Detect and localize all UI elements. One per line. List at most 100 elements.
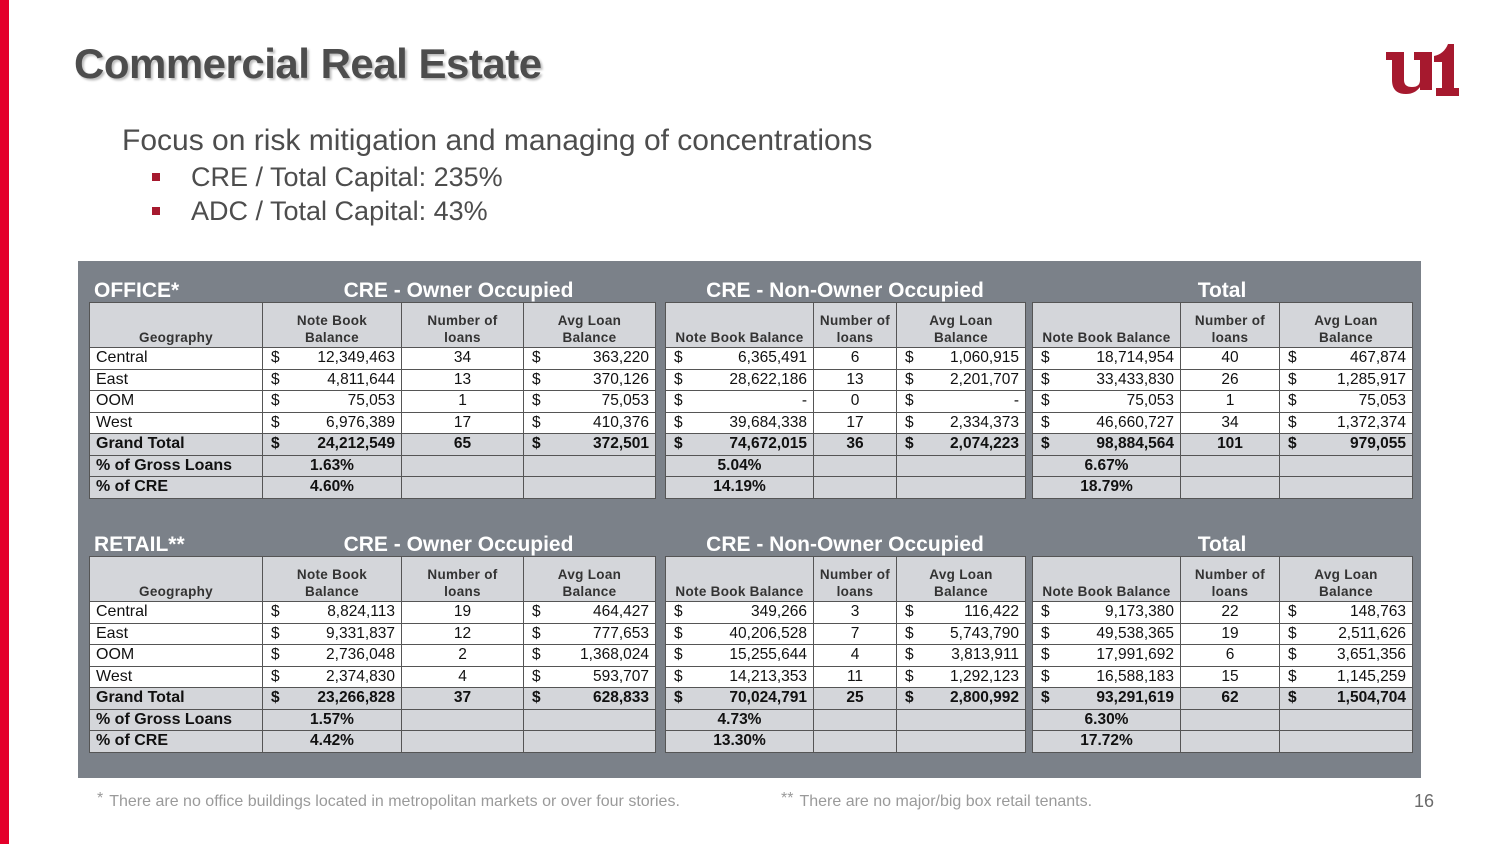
currency-symbol: $ (1041, 435, 1050, 453)
currency-symbol: $ (905, 435, 914, 453)
table-row: $75,053 1 $75,053 (1032, 390, 1413, 413)
percent-row: 18.79% (1032, 476, 1413, 499)
money-cell: $1,060,915 (903, 349, 1019, 367)
percent-value-cell: 4.60% (262, 476, 402, 499)
avg-loan-balance-cell: $777,653 (523, 622, 656, 645)
note-book-balance-cell: $33,433,830 (1032, 368, 1181, 391)
data-table-non_owner: Note Book Balance Number of loans Avg Loan… (665, 302, 1026, 499)
money-value: 93,291,619 (1096, 689, 1174, 707)
number-of-loans-cell: 62 (1180, 687, 1280, 710)
number-of-loans-cell: 6 (813, 347, 897, 370)
section-label: RETAIL** (94, 533, 185, 556)
data-table-owner: Geography Note Book Balance Number of loan… (89, 556, 656, 753)
table-row: $6,365,491 6 $1,060,915 (665, 347, 1026, 370)
empty-cell (1180, 476, 1280, 499)
number-of-loans-cell: 34 (1180, 411, 1280, 434)
group-title-total: Total (1197, 533, 1247, 556)
money-cell: $777,653 (530, 625, 649, 643)
number-of-loans-header: Number of loans (813, 556, 897, 602)
geography-cell: West (89, 665, 263, 688)
avg-loan-balance-cell: $467,874 (1279, 347, 1413, 370)
percent-row: % of Gross Loans 1.63% (89, 454, 656, 477)
geography-header: Geography (89, 302, 263, 348)
group-title-owner: CRE - Owner Occupied (343, 279, 574, 302)
money-value: 1,372,374 (1337, 413, 1406, 431)
note-book-balance-cell: $6,976,389 (262, 411, 402, 434)
money-value: 16,588,183 (1096, 667, 1174, 685)
percent-value-cell: 4.73% (665, 708, 814, 731)
currency-symbol: $ (1041, 413, 1050, 431)
group-title-non_owner: CRE - Non-Owner Occupied (706, 279, 984, 302)
currency-symbol: $ (532, 603, 541, 621)
money-cell: $372,501 (530, 435, 649, 453)
currency-symbol: $ (674, 689, 683, 707)
money-cell: $363,220 (530, 349, 649, 367)
money-cell: $49,538,365 (1039, 625, 1174, 643)
money-cell: $75,053 (1039, 392, 1174, 410)
currency-symbol: $ (905, 624, 914, 642)
money-value: 1,145,259 (1337, 667, 1406, 685)
currency-symbol: $ (1288, 392, 1297, 410)
percent-value-cell: 14.19% (665, 476, 814, 499)
currency-symbol: $ (271, 667, 280, 685)
currency-symbol: $ (674, 413, 683, 431)
percent-value-cell: 6.67% (1032, 454, 1181, 477)
avg-loan-balance-cell: $3,651,356 (1279, 644, 1413, 667)
avg-loan-balance-cell: $593,707 (523, 665, 656, 688)
table-row: $18,714,954 40 $467,874 (1032, 347, 1413, 370)
money-value: 46,660,727 (1096, 413, 1174, 431)
money-value: 2,201,707 (950, 370, 1019, 388)
note-book-balance-cell: $18,714,954 (1032, 347, 1181, 370)
note-book-balance-cell: $39,684,338 (665, 411, 814, 434)
money-value: 9,173,380 (1105, 603, 1174, 621)
number-of-loans-cell: 13 (401, 368, 524, 391)
money-cell: $75,053 (269, 392, 395, 410)
number-of-loans-cell: 1 (1180, 390, 1280, 413)
accent-bar (0, 0, 9, 844)
note-book-balance-cell: $15,255,644 (665, 644, 814, 667)
empty-cell (896, 708, 1026, 731)
empty-cell (813, 708, 897, 731)
empty-cell (1180, 708, 1280, 731)
money-value: 75,053 (1358, 392, 1406, 410)
data-table-total: Note Book Balance Number of loans Avg Loan… (1032, 302, 1413, 499)
money-value: 370,126 (592, 370, 649, 388)
currency-symbol: $ (905, 413, 914, 431)
avg-loan-balance-cell: $75,053 (523, 390, 656, 413)
currency-symbol: $ (905, 689, 914, 707)
avg-loan-balance-header: Avg Loan Balance (1279, 302, 1413, 348)
geography-cell: Central (89, 347, 263, 370)
money-value: 2,334,373 (950, 413, 1019, 431)
avg-loan-balance-cell: $410,376 (523, 411, 656, 434)
money-value: 464,427 (592, 603, 649, 621)
note-book-balance-cell: $98,884,564 (1032, 433, 1181, 456)
empty-cell (896, 476, 1026, 499)
page-title: Commercial Real Estate (74, 40, 542, 87)
note-book-balance-cell: $9,173,380 (1032, 601, 1181, 624)
money-value: 70,024,791 (729, 689, 807, 707)
percent-value-cell: 17.72% (1032, 730, 1181, 753)
avg-loan-balance-cell: $2,074,223 (896, 433, 1026, 456)
number-of-loans-cell: 37 (401, 687, 524, 710)
money-value: 1,292,123 (950, 667, 1019, 685)
money-value: 75,053 (347, 392, 395, 410)
money-cell: $93,291,619 (1039, 689, 1174, 707)
avg-loan-balance-cell: $116,422 (896, 601, 1026, 624)
currency-symbol: $ (532, 435, 541, 453)
empty-cell (896, 454, 1026, 477)
avg-loan-balance-cell: $1,060,915 (896, 347, 1026, 370)
money-cell: $12,349,463 (269, 349, 395, 367)
currency-symbol: $ (532, 413, 541, 431)
number-of-loans-header: Number of loans (401, 302, 524, 348)
table-row: $9,173,380 22 $148,763 (1032, 601, 1413, 624)
empty-cell (401, 476, 524, 499)
number-of-loans-cell: 17 (813, 411, 897, 434)
geography-cell: West (89, 411, 263, 434)
table-row: $39,684,338 17 $2,334,373 (665, 411, 1026, 434)
money-value: 979,055 (1349, 435, 1406, 453)
currency-symbol: $ (271, 603, 280, 621)
table-row: West $2,374,830 4 $593,707 (89, 665, 656, 688)
geography-cell: OOM (89, 644, 263, 667)
percent-row: 4.73% (665, 708, 1026, 731)
money-value: 2,800,992 (950, 689, 1019, 707)
